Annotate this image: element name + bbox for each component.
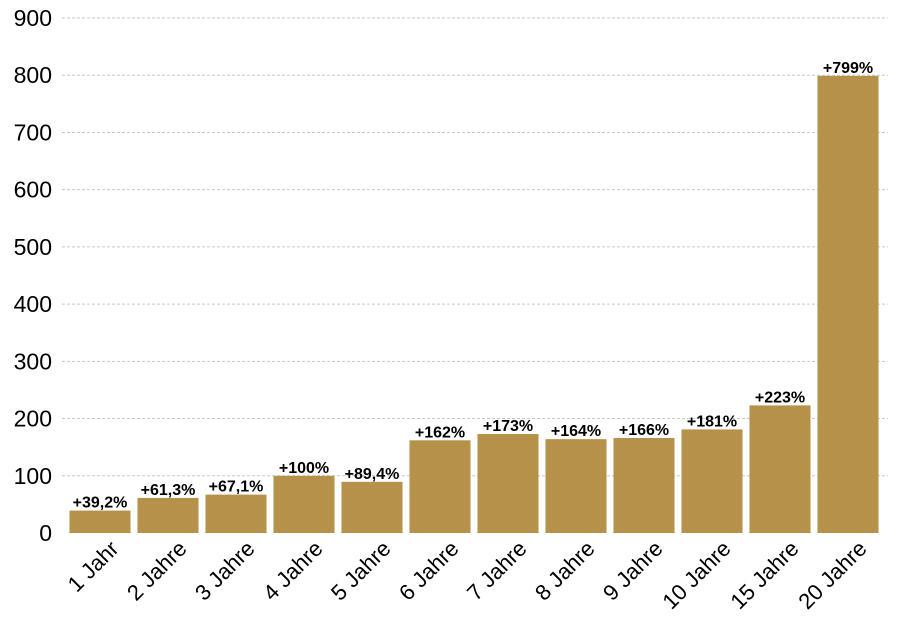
x-tick-label: 5 Jahre bbox=[326, 536, 396, 606]
bar bbox=[341, 481, 403, 533]
y-tick-label: 0 bbox=[39, 520, 52, 546]
y-tick-label: 700 bbox=[14, 119, 52, 145]
data-label: +799% bbox=[823, 60, 873, 77]
data-label: +67,1% bbox=[209, 479, 264, 496]
y-axis-ticks: 0 100 200 300 400 500 600 700 800 900 bbox=[14, 5, 52, 546]
bars bbox=[69, 75, 879, 534]
x-tick-label: 1 Jahr bbox=[63, 536, 124, 597]
y-tick-label: 400 bbox=[14, 291, 52, 317]
x-tick-label: 2 Jahre bbox=[122, 536, 192, 606]
bar bbox=[137, 497, 199, 533]
x-tick-label: 20 Jahre bbox=[793, 536, 871, 614]
bar bbox=[477, 434, 539, 533]
data-label: +166% bbox=[619, 422, 669, 439]
data-label: +173% bbox=[483, 418, 533, 435]
y-tick-label: 300 bbox=[14, 348, 52, 374]
data-labels: +39,2% +61,3% +67,1% +100% +89,4% +162% +173% +… bbox=[73, 60, 873, 512]
x-tick-label: 6 Jahre bbox=[394, 536, 464, 606]
y-tick-label: 500 bbox=[14, 234, 52, 260]
y-tick-label: 200 bbox=[14, 406, 52, 432]
y-tick-label: 600 bbox=[14, 177, 52, 203]
gridlines bbox=[62, 17, 888, 477]
y-tick-label: 100 bbox=[14, 463, 52, 489]
bar bbox=[409, 440, 471, 533]
bar bbox=[273, 475, 335, 533]
x-tick-label: 9 Jahre bbox=[598, 536, 668, 606]
data-label: +89,4% bbox=[345, 466, 400, 483]
data-label: +100% bbox=[279, 460, 329, 477]
data-label: +164% bbox=[551, 423, 601, 440]
x-tick-label: 15 Jahre bbox=[725, 536, 803, 614]
x-tick-label: 10 Jahre bbox=[657, 536, 735, 614]
y-tick-label: 800 bbox=[14, 62, 52, 88]
x-tick-label: 4 Jahre bbox=[258, 536, 328, 606]
bar bbox=[613, 438, 675, 533]
data-label: +223% bbox=[755, 389, 805, 406]
bar bbox=[749, 405, 811, 533]
bar bbox=[817, 75, 879, 534]
bar bbox=[205, 494, 267, 533]
data-label: +162% bbox=[415, 424, 465, 441]
x-tick-label: 7 Jahre bbox=[462, 536, 532, 606]
bar bbox=[545, 439, 607, 533]
bar bbox=[69, 510, 131, 533]
y-tick-label: 900 bbox=[14, 5, 52, 31]
data-label: +39,2% bbox=[73, 495, 128, 512]
data-label: +181% bbox=[687, 413, 737, 430]
x-tick-label: 8 Jahre bbox=[530, 536, 600, 606]
x-tick-label: 3 Jahre bbox=[190, 536, 260, 606]
data-label: +61,3% bbox=[141, 482, 196, 499]
bar bbox=[681, 429, 743, 533]
